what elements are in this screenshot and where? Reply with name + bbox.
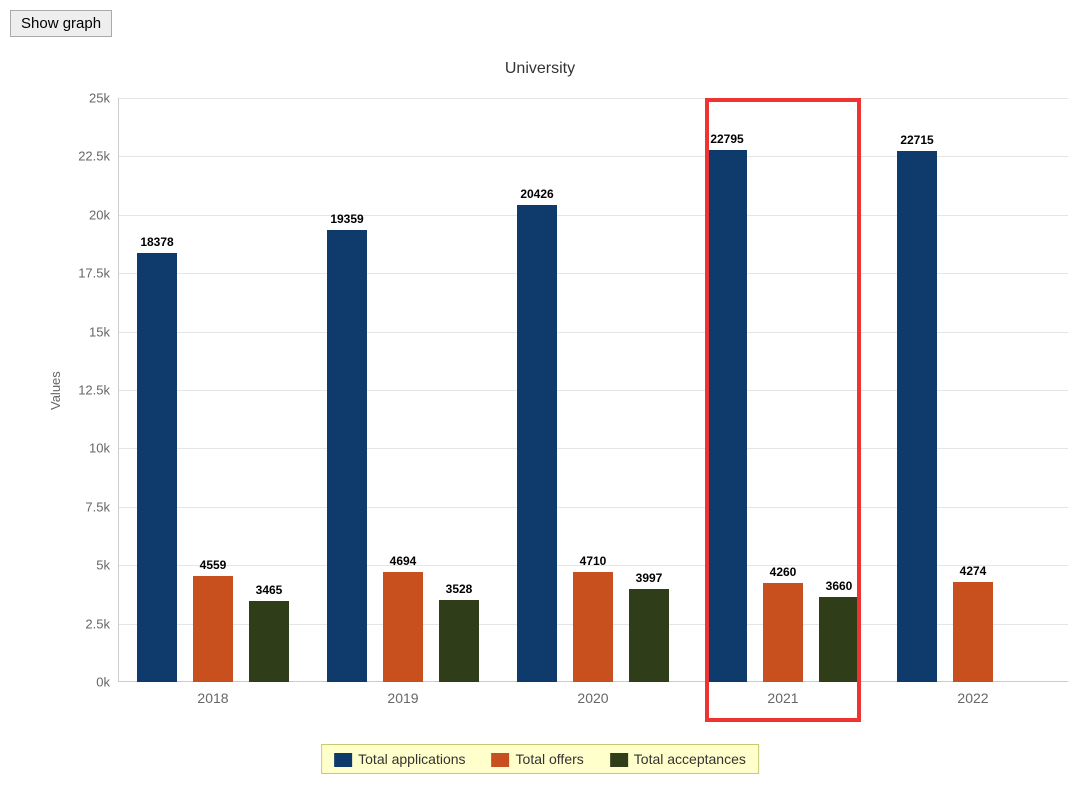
bar <box>193 576 233 682</box>
legend-swatch <box>492 753 510 767</box>
bar <box>137 253 177 682</box>
bar <box>439 600 479 682</box>
x-tick: 2019 <box>387 690 418 706</box>
y-tick: 5k <box>96 558 110 573</box>
x-tick: 2020 <box>577 690 608 706</box>
bar <box>819 597 859 682</box>
plot-area: 0k2.5k5k7.5k10k12.5k15k17.5k20k22.5k25k2… <box>118 98 1068 682</box>
legend-item: Total applications <box>334 751 465 767</box>
legend: Total applications Total offers Total acce… <box>321 744 759 774</box>
bar-value-label: 3660 <box>826 579 853 593</box>
bar-value-label: 3465 <box>256 583 283 597</box>
bar-value-label: 22795 <box>710 132 743 146</box>
bar-value-label: 3528 <box>446 582 473 596</box>
y-tick: 12.5k <box>78 383 110 398</box>
bar-value-label: 4559 <box>200 558 227 572</box>
y-tick: 7.5k <box>85 499 110 514</box>
legend-swatch <box>334 753 352 767</box>
legend-swatch <box>610 753 628 767</box>
y-tick: 25k <box>89 91 110 106</box>
bar <box>897 151 937 682</box>
x-tick: 2018 <box>197 690 228 706</box>
show-graph-button[interactable]: Show graph <box>10 10 112 37</box>
legend-label: Total applications <box>358 751 465 767</box>
bar-value-label: 20426 <box>520 187 553 201</box>
y-tick: 10k <box>89 441 110 456</box>
y-tick: 17.5k <box>78 266 110 281</box>
bar-value-label: 4274 <box>960 564 987 578</box>
bar <box>953 582 993 682</box>
y-axis-label: Values <box>48 371 63 410</box>
bar-value-label: 18378 <box>140 235 173 249</box>
bar <box>383 572 423 682</box>
bar-value-label: 4260 <box>770 565 797 579</box>
bar <box>249 601 289 682</box>
y-tick: 0k <box>96 675 110 690</box>
legend-item: Total acceptances <box>610 751 746 767</box>
bar <box>707 150 747 682</box>
y-tick: 20k <box>89 207 110 222</box>
bar <box>629 589 669 682</box>
bar-value-label: 22715 <box>900 133 933 147</box>
y-tick: 22.5k <box>78 149 110 164</box>
x-tick: 2021 <box>767 690 798 706</box>
x-tick: 2022 <box>957 690 988 706</box>
bar <box>573 572 613 682</box>
y-tick: 2.5k <box>85 616 110 631</box>
y-tick: 15k <box>89 324 110 339</box>
gridline <box>118 98 1068 99</box>
bar <box>517 205 557 682</box>
bar <box>763 583 803 683</box>
legend-label: Total offers <box>516 751 584 767</box>
legend-label: Total acceptances <box>634 751 746 767</box>
bar <box>327 230 367 682</box>
chart-title: University <box>0 60 1080 78</box>
y-axis <box>118 98 119 682</box>
legend-item: Total offers <box>492 751 584 767</box>
bar-value-label: 3997 <box>636 571 663 585</box>
bar-value-label: 4710 <box>580 554 607 568</box>
bar-value-label: 4694 <box>390 554 417 568</box>
bar-value-label: 19359 <box>330 212 363 226</box>
